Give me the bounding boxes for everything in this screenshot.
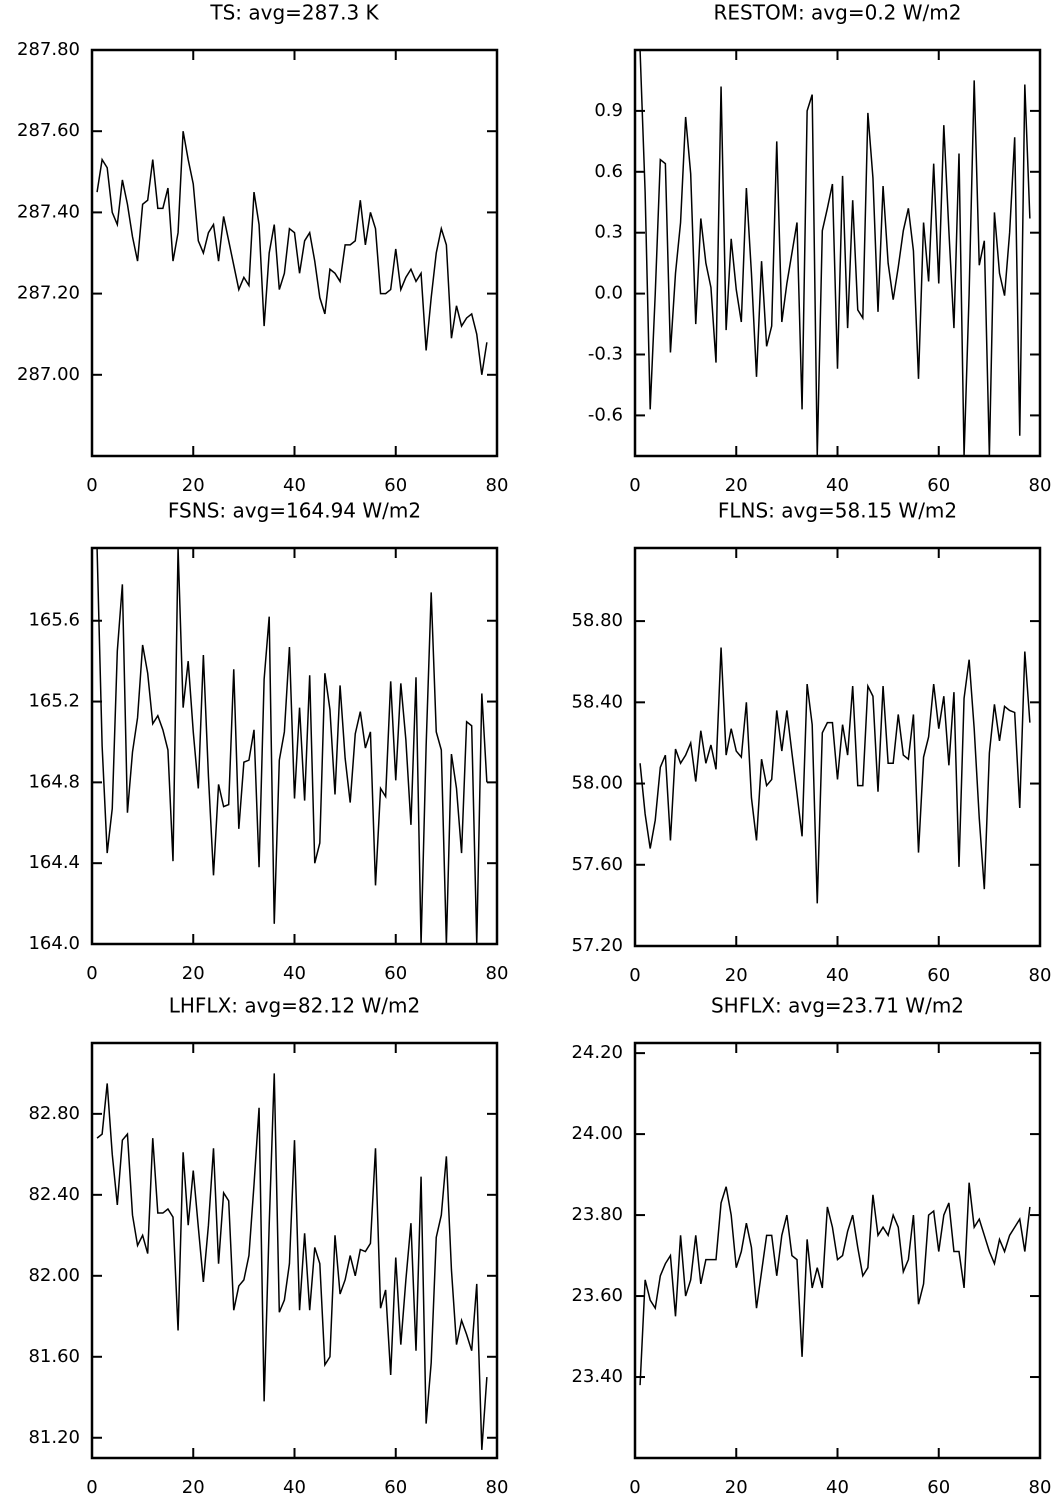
y-tick-label: 287.20 [17, 283, 80, 304]
panel: FLNS: avg=58.15 W/m2 0 20 40 60 80 57.20 57.60 5… [571, 499, 1051, 987]
x-tick-label: 80 [1029, 1477, 1052, 1494]
x-tick-label: 80 [486, 475, 509, 496]
x-tick-label: 0 [629, 475, 640, 496]
chart-title: FSNS: avg=164.94 W/m2 [168, 499, 421, 523]
panel: TS: avg=287.3 K 0 20 40 60 80 287.00 287.20 287.… [17, 1, 508, 497]
data-line [96, 548, 488, 944]
panel: LHFLX: avg=82.12 W/m2 0 20 40 60 80 81.20 81.60… [28, 994, 508, 1494]
y-tick-label: 164.0 [28, 933, 80, 954]
x-tick-label: 20 [725, 1477, 748, 1494]
y-tick-label: 82.40 [28, 1184, 80, 1205]
y-tick-label: 57.60 [571, 854, 623, 875]
data-line [639, 1182, 1031, 1386]
x-tick-label: 20 [725, 475, 748, 496]
y-tick-label: -0.3 [588, 344, 623, 365]
y-tick-label: 23.40 [571, 1366, 623, 1387]
y-tick-label: 287.40 [17, 201, 80, 222]
x-tick-label: 40 [826, 965, 849, 986]
y-tick-label: 82.00 [28, 1265, 80, 1286]
chart-title: SHFLX: avg=23.71 W/m2 [711, 994, 964, 1018]
x-tick-label: 60 [384, 963, 407, 984]
y-tick-label: 165.2 [28, 691, 80, 712]
x-tick-label: 40 [826, 475, 849, 496]
panel: FSNS: avg=164.94 W/m2 0 20 40 60 80 164.0 164.4… [28, 499, 508, 985]
y-tick-label: 165.6 [28, 610, 80, 631]
y-tick-label: 0.0 [594, 283, 623, 304]
x-tick-label: 80 [486, 1477, 509, 1494]
y-tick-label: 24.20 [571, 1042, 623, 1063]
y-tick-label: 287.60 [17, 120, 80, 141]
plot-frame [633, 1041, 1042, 1460]
chart-title: RESTOM: avg=0.2 W/m2 [714, 1, 962, 25]
chart-title: LHFLX: avg=82.12 W/m2 [169, 994, 421, 1018]
chart-title: TS: avg=287.3 K [209, 1, 379, 25]
data-line [96, 1073, 488, 1450]
plot-frame [90, 48, 499, 458]
y-tick-label: 287.80 [17, 39, 80, 60]
x-tick-label: 40 [283, 1477, 306, 1494]
y-tick-label: 0.9 [594, 100, 623, 121]
y-tick-label: 24.00 [571, 1123, 623, 1144]
x-tick-label: 60 [384, 1477, 407, 1494]
data-line [96, 131, 488, 375]
x-tick-label: 0 [86, 963, 97, 984]
x-tick-label: 20 [182, 1477, 205, 1494]
panel: SHFLX: avg=23.71 W/m2 0 20 40 60 80 23.40 23.60… [571, 994, 1051, 1494]
x-tick-label: 40 [283, 475, 306, 496]
x-tick-label: 60 [384, 475, 407, 496]
y-tick-label: 58.00 [571, 773, 623, 794]
x-tick-label: 40 [283, 963, 306, 984]
y-tick-label: 82.80 [28, 1103, 80, 1124]
x-tick-label: 20 [725, 965, 748, 986]
y-tick-label: 23.60 [571, 1285, 623, 1306]
y-tick-label: 164.4 [28, 852, 80, 873]
y-tick-label: 81.60 [28, 1346, 80, 1367]
x-tick-label: 0 [86, 1477, 97, 1494]
x-tick-label: 80 [486, 963, 509, 984]
x-tick-label: 20 [182, 475, 205, 496]
x-tick-label: 0 [629, 1477, 640, 1494]
y-tick-label: 0.3 [594, 222, 623, 243]
data-line [639, 50, 1031, 456]
y-tick-label: 58.40 [571, 691, 623, 712]
x-tick-label: 0 [86, 475, 97, 496]
y-tick-label: 287.00 [17, 364, 80, 385]
y-tick-label: 58.80 [571, 610, 623, 631]
y-tick-label: 57.20 [571, 935, 623, 956]
x-tick-label: 60 [927, 965, 950, 986]
y-tick-label: 0.6 [594, 161, 623, 182]
x-tick-label: 80 [1029, 475, 1052, 496]
x-tick-label: 20 [182, 963, 205, 984]
y-tick-label: 164.8 [28, 771, 80, 792]
y-tick-label: 23.80 [571, 1204, 623, 1225]
y-tick-label: 81.20 [28, 1427, 80, 1448]
x-tick-label: 60 [927, 475, 950, 496]
plot-frame [633, 48, 1042, 458]
x-tick-label: 60 [927, 1477, 950, 1494]
data-line [639, 647, 1031, 904]
chart-title: FLNS: avg=58.15 W/m2 [718, 499, 957, 523]
plot-frame [633, 546, 1042, 948]
x-tick-label: 80 [1029, 965, 1052, 986]
plot-frame [90, 546, 499, 946]
panel: RESTOM: avg=0.2 W/m2 0 20 40 60 80 -0.6 -0.3 0.0… [588, 1, 1052, 497]
x-tick-label: 0 [629, 965, 640, 986]
x-tick-label: 40 [826, 1477, 849, 1494]
plot-frame [90, 1041, 499, 1460]
y-tick-label: -0.6 [588, 404, 623, 425]
